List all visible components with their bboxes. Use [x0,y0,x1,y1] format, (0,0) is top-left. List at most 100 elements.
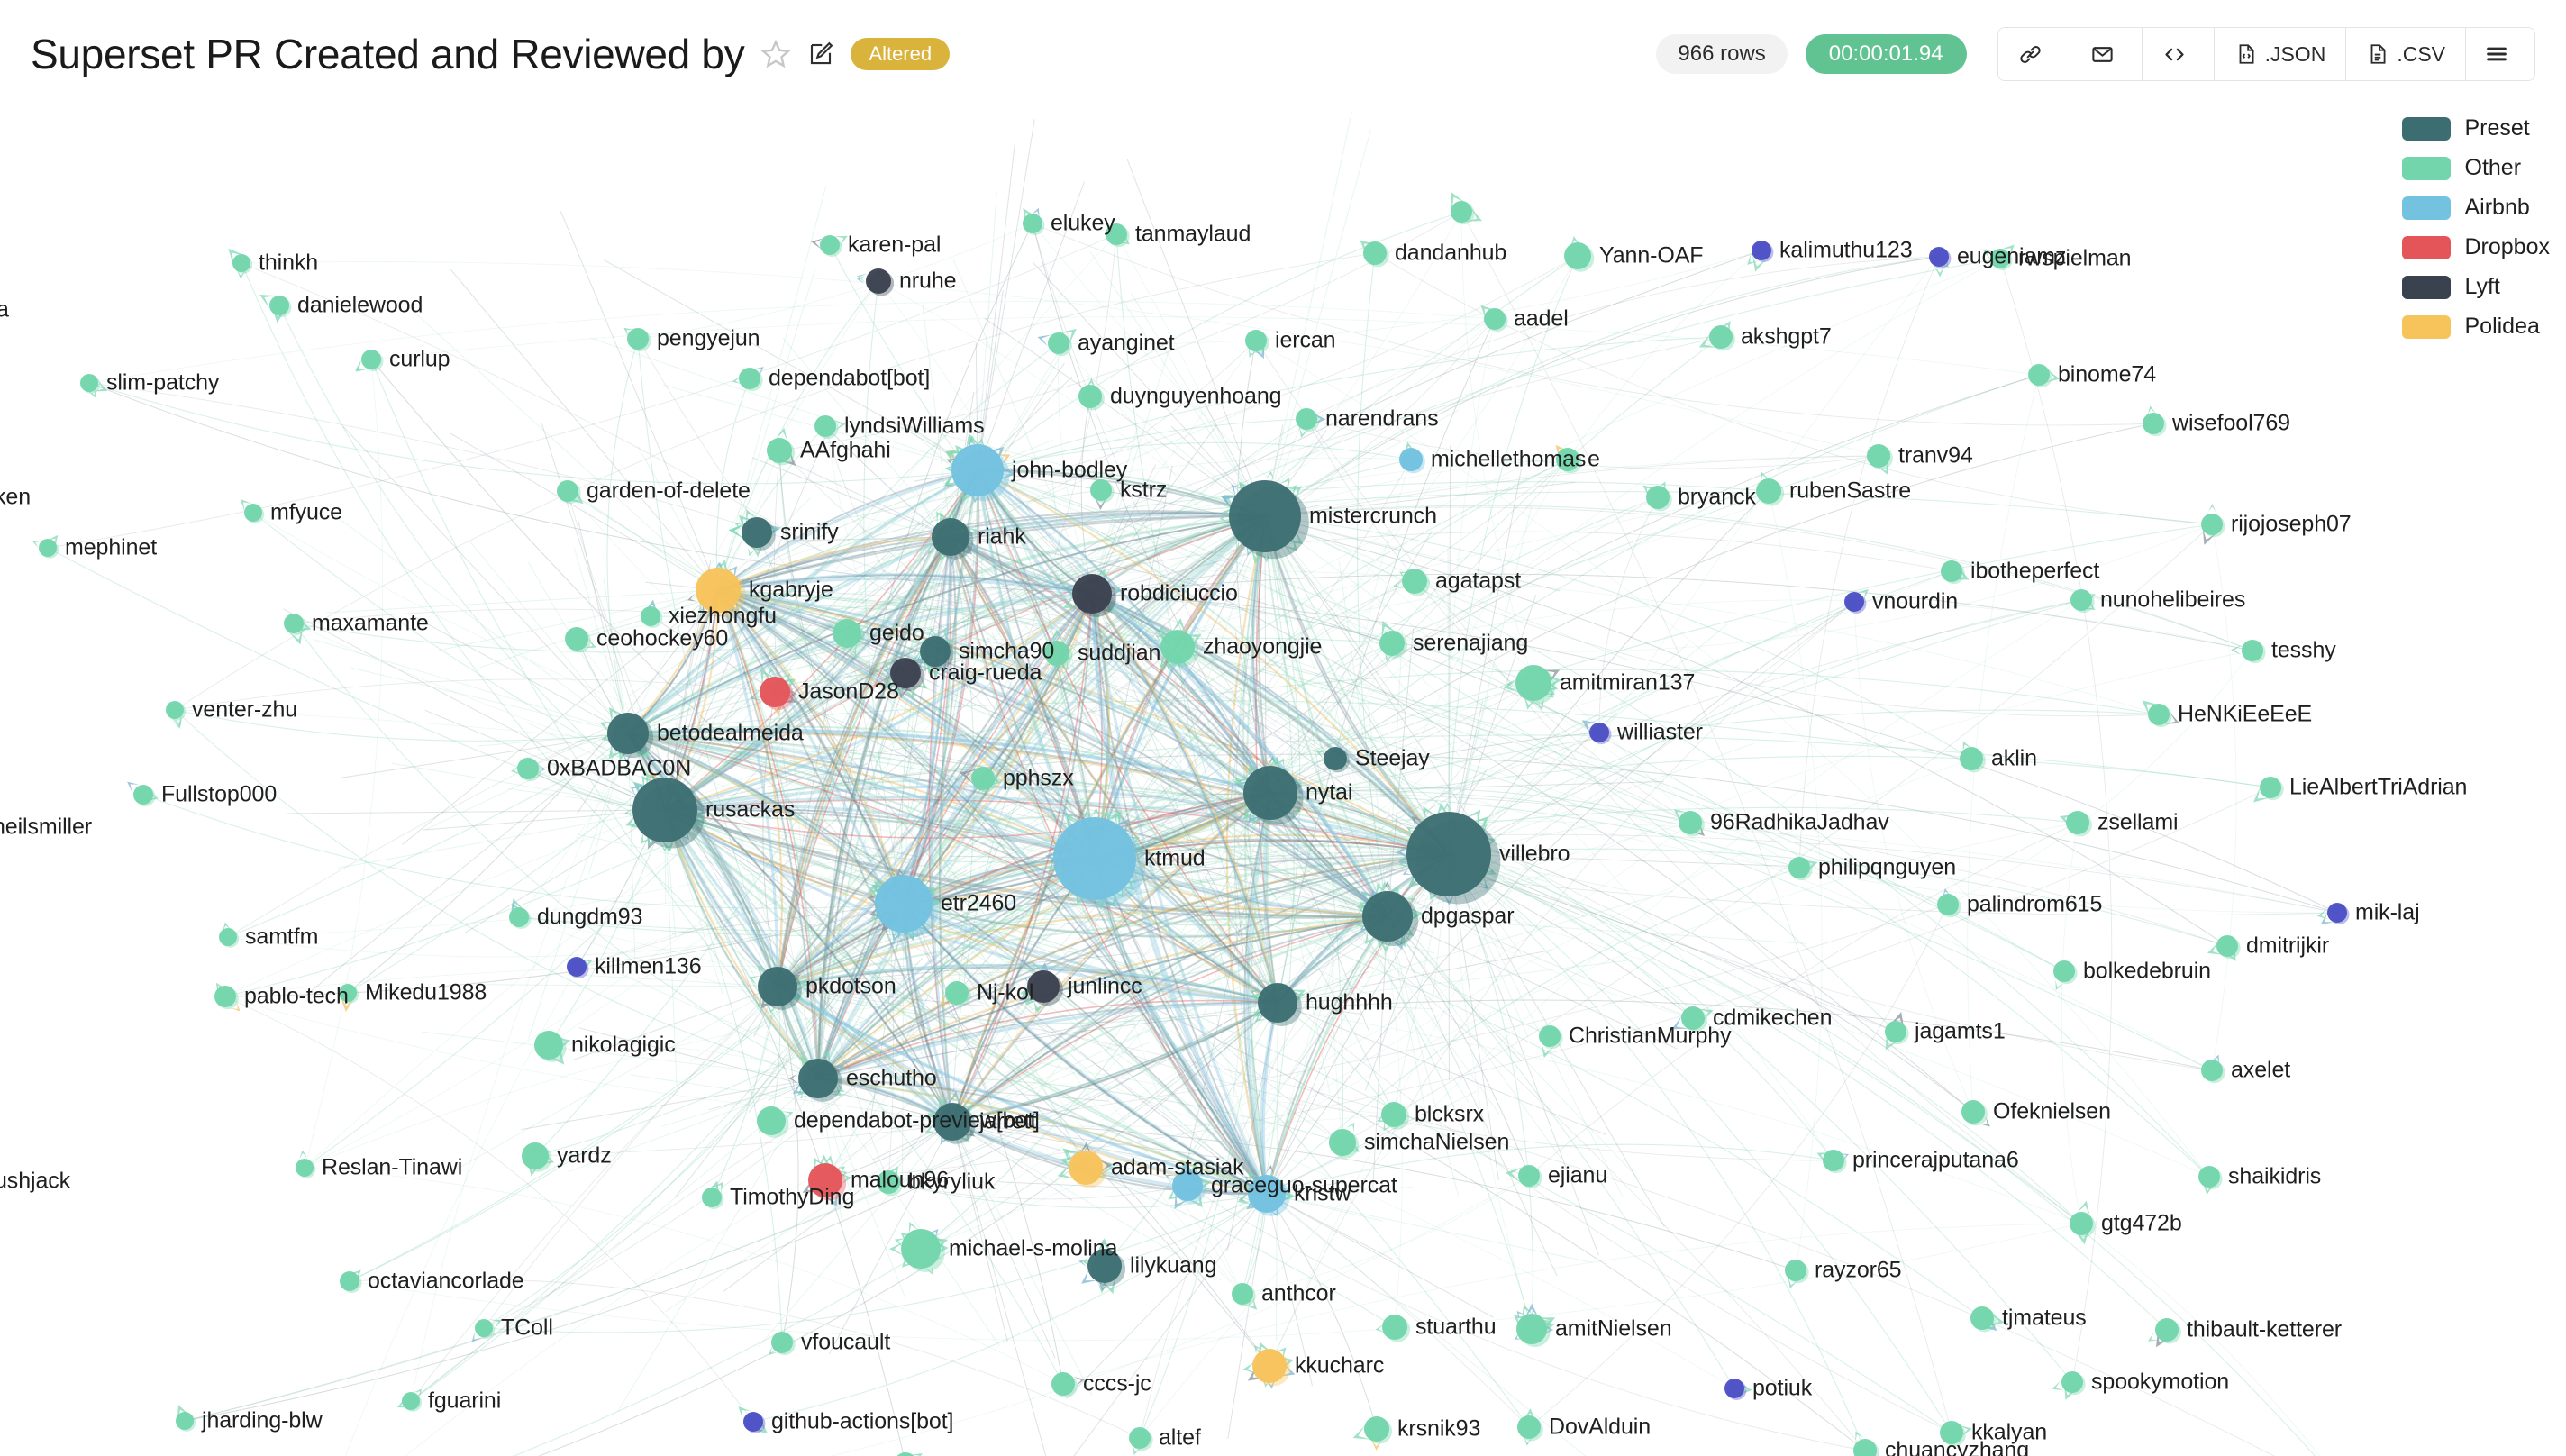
graph-node[interactable]: ChristianMurphy [1539,1025,1561,1047]
graph-node[interactable]: Mikedu1988 [339,984,357,1002]
graph-node[interactable]: wisefool769 [2143,413,2164,434]
embed-code-button[interactable] [2142,28,2215,80]
graph-node[interactable]: simchaNielsen [1329,1129,1356,1156]
graph-node[interactable]: duynguyenhoang [1078,385,1102,408]
graph-node[interactable]: palindrom615 [1937,894,1959,915]
graph-node[interactable]: slim-patchy [80,374,98,392]
graph-node[interactable]: srinify [742,517,772,548]
graph-node[interactable]: dependabot-preview[bot] [757,1106,786,1135]
graph-node[interactable]: chuancyzhang [1853,1439,1877,1456]
legend-item-lyft[interactable]: Lyft [2401,274,2551,300]
graph-node[interactable]: dungdm93 [509,907,529,927]
graph-node[interactable]: dependabot[bot] [739,368,760,389]
graph-node[interactable]: akshgpt7 [1709,325,1733,349]
graph-node[interactable]: simcha90 [920,636,951,667]
graph-node[interactable]: github-actions[bot] [743,1412,763,1432]
graph-node[interactable]: rayzor65 [1785,1260,1806,1281]
legend-item-dropbox[interactable]: Dropbox [2401,234,2550,260]
graph-node[interactable]: mik-laj [2327,903,2347,923]
graph-node[interactable]: LieAlbertTriAdrian [2260,777,2281,798]
graph-node[interactable]: jharding-blw [176,1412,194,1430]
graph-node[interactable]: zhaoyongjie [1160,630,1195,664]
graph-node[interactable]: villebro [1406,812,1491,896]
graph-node[interactable]: mayurnewase [894,1452,917,1456]
graph-node[interactable]: potiuk [1724,1379,1744,1398]
graph-node[interactable]: betodealmeida [607,713,649,754]
graph-node[interactable]: pablo-tech [214,986,236,1007]
graph-node[interactable]: xiezhongfu [641,606,660,626]
legend-item-preset[interactable]: Preset [2401,115,2551,141]
graph-node[interactable]: serenajiang [1379,631,1405,656]
graph-node[interactable]: ibotheperfect [1941,560,1962,582]
network-graph-chart[interactable]: thinkh danielewood curlup slim-patchy mfyuce… [0,108,2566,1456]
graph-node[interactable]: pphszx [971,767,995,790]
graph-node[interactable]: tjmateus [1970,1306,1994,1330]
graph-node[interactable]: anthcor [1232,1283,1253,1305]
email-button[interactable] [2070,28,2143,80]
graph-node[interactable] [1451,201,1472,223]
graph-node[interactable]: iercan [1245,330,1267,351]
graph-node[interactable]: Yann-OAF [1564,242,1591,269]
graph-node[interactable]: maloun96 [808,1163,842,1197]
graph-node[interactable]: ceohockey60 [565,627,588,651]
graph-node[interactable]: yardz [522,1142,549,1169]
graph-node[interactable]: princerajputana6 [1823,1150,1844,1171]
graph-node[interactable]: bryanck [1646,486,1670,509]
graph-node[interactable]: dpgaspar [1362,891,1413,942]
graph-node[interactable]: thinkh [232,254,250,272]
graph-node[interactable]: Steejay [1324,747,1347,770]
graph-node[interactable]: fguarini [402,1392,420,1410]
graph-node[interactable]: nytai [1243,766,1297,820]
graph-node[interactable]: octaviancorlade [340,1271,359,1291]
graph-node[interactable]: kgabryje [696,568,741,613]
graph-node[interactable]: rusackas [632,778,697,842]
graph-node[interactable]: aadel [1484,308,1506,330]
graph-node[interactable]: venter-zhu [166,701,184,719]
edit-pencil-icon[interactable] [807,41,834,68]
graph-node[interactable]: zsellami [2066,811,2089,834]
export-csv-button[interactable]: .CSV [2346,28,2466,80]
graph-node[interactable]: junlincc [1027,970,1060,1003]
more-menu-button[interactable] [2466,28,2534,80]
graph-node[interactable]: lilykuang [1087,1249,1122,1283]
graph-node[interactable]: eschutho [798,1059,838,1098]
graph-node[interactable]: 96RadhikaJadhav [1679,811,1702,834]
graph-node[interactable]: jagamts1 [1885,1021,1906,1042]
graph-node[interactable]: 0xBADBAC0N [517,758,539,779]
graph-node[interactable]: graceguo-supercat [1172,1170,1203,1201]
graph-node[interactable]: altef [1129,1427,1151,1449]
graph-node[interactable]: gtg472b [2070,1212,2093,1235]
graph-node[interactable]: cccs-jc [1051,1372,1075,1396]
graph-node[interactable]: tesshy [2242,640,2263,661]
graph-node[interactable]: bkyryliuk [877,1170,900,1194]
graph-node[interactable]: mfyuce [244,504,262,522]
graph-node[interactable]: eugeniamz [1929,247,1949,267]
graph-node[interactable]: karen-pal [820,235,840,255]
graph-node[interactable]: HeNKiEeEeE [2148,704,2170,725]
graph-node[interactable]: shaikidris [2198,1166,2220,1188]
graph-node[interactable]: danielewood [269,296,289,315]
star-icon[interactable] [760,39,792,69]
graph-node[interactable]: curlup [361,350,381,369]
graph-node[interactable]: thibault-ketterer [2155,1318,2179,1342]
graph-node[interactable]: john-bodley [951,444,1004,496]
graph-node[interactable]: samtfm [219,928,237,946]
graph-node[interactable]: axelet [2201,1060,2223,1081]
graph-node[interactable]: Fullstop000 [133,785,153,805]
graph-node[interactable]: TimothyDing [702,1188,722,1207]
graph-node[interactable]: philipqnguyen [1788,857,1810,878]
graph-node[interactable]: geido [833,619,861,648]
graph-node[interactable]: agatapst [1402,569,1427,594]
graph-node[interactable]: vnourdin [1844,592,1864,612]
graph-node[interactable]: nruhe [866,268,891,294]
graph-node[interactable]: kkucharc [1252,1349,1287,1383]
graph-node[interactable]: spookymotion [2061,1371,2083,1393]
graph-node[interactable]: vfoucault [771,1332,793,1353]
graph-node[interactable]: robdiciuccio [1072,574,1112,614]
graph-node[interactable]: ayanginet [1048,332,1069,354]
graph-node[interactable]: cdmikechen [1681,1006,1705,1030]
graph-node[interactable]: killmen136 [567,957,587,977]
graph-node[interactable]: aklin [1960,747,1983,770]
graph-node[interactable]: michellethomas [1399,448,1423,471]
graph-node[interactable]: dmitrijkir [2216,935,2238,957]
